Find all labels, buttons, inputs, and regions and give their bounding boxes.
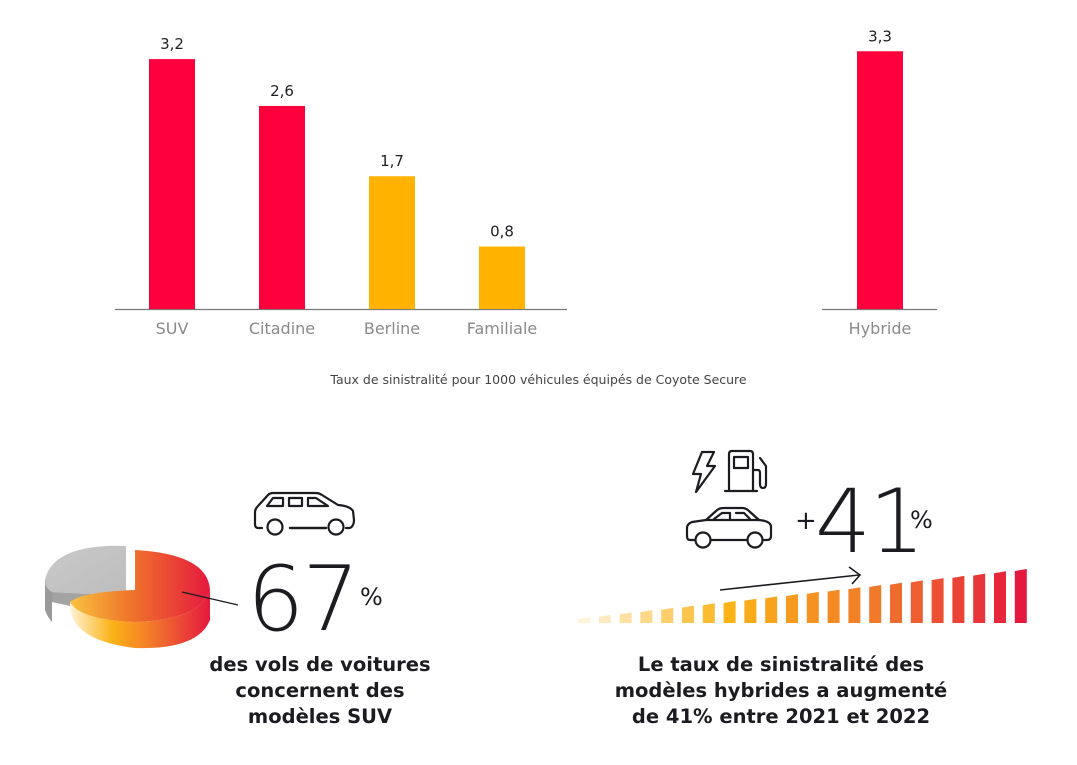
growth-bar: [765, 596, 778, 623]
value-label-hybride: 3,3: [868, 27, 892, 45]
stat-hybrid-prefix: +: [795, 506, 817, 536]
sedan-car-icon: [685, 506, 773, 549]
stat-hybrid-line: de 41% entre 2021 et 2022: [631, 705, 931, 728]
stat-hybrid-line: modèles hybrides a augmenté: [614, 679, 948, 702]
stat-hybrid-line: Le taux de sinistralité des: [637, 653, 925, 676]
stat-hybrid-unit: %: [910, 506, 933, 534]
value-label-suv: 3,2: [160, 35, 184, 53]
bar-suv: [149, 59, 195, 309]
category-label-hybride: Hybride: [849, 319, 912, 338]
stat-suv-number: 67: [247, 547, 360, 652]
stat-hybrid-number: 41: [815, 470, 925, 573]
stat-suv-line: concernent des: [235, 679, 405, 702]
growth-bars-graphic: [578, 566, 1027, 623]
pie-chart-3d: [45, 545, 239, 649]
growth-bar: [640, 610, 653, 623]
growth-bar: [1014, 569, 1027, 623]
growth-bar: [994, 571, 1006, 623]
pie-slice-suv: [69, 550, 210, 649]
growth-bar: [702, 603, 715, 623]
growth-bar: [869, 585, 882, 623]
growth-bar: [682, 605, 694, 623]
growth-bar: [848, 587, 861, 623]
chart-caption: Taux de sinistralité pour 1000 véhicules…: [330, 372, 747, 387]
bar-citadine: [259, 105, 305, 309]
bar-chart-vehicle-types: 3,2SUV2,6Citadine1,7Berline0,8Familiale …: [115, 27, 937, 338]
growth-bar: [786, 594, 798, 623]
lightning-icon: [691, 450, 717, 494]
growth-bar: [598, 614, 611, 623]
growth-bar: [910, 580, 923, 623]
stat-suv-line: des vols de voitures: [209, 653, 431, 676]
suv-car-icon: [253, 491, 356, 536]
bar-berline: [369, 176, 415, 309]
pie-pointer-line: [181, 591, 239, 606]
growth-bar: [931, 578, 944, 623]
bar-hybride: [857, 51, 903, 310]
category-label-citadine: Citadine: [249, 319, 315, 338]
stat-suv-unit: %: [360, 583, 383, 611]
growth-bar: [744, 598, 757, 623]
value-label-familiale: 0,8: [490, 223, 514, 241]
trend-arrow-icon: [719, 566, 862, 591]
stat-hybrid-description: Le taux de sinistralité des modèles hybr…: [600, 652, 962, 730]
growth-bar: [973, 573, 986, 623]
growth-bar: [952, 575, 965, 623]
stat-suv-description: des vols de voitures concernent des modè…: [180, 652, 460, 730]
value-label-berline: 1,7: [380, 152, 404, 170]
growth-bar: [661, 607, 674, 623]
category-label-berline: Berline: [364, 319, 420, 338]
growth-bar: [890, 582, 902, 623]
growth-bar: [827, 589, 840, 623]
stat-suv-line: modèles SUV: [247, 705, 393, 728]
value-label-citadine: 2,6: [270, 82, 294, 100]
growth-bar: [578, 617, 590, 623]
growth-bar: [723, 601, 736, 623]
category-label-familiale: Familiale: [467, 319, 538, 338]
bar-familiale: [479, 246, 525, 309]
growth-bar: [619, 612, 632, 623]
fuel-pump-icon: [723, 449, 768, 493]
category-label-suv: SUV: [156, 319, 189, 338]
growth-bar: [806, 591, 819, 623]
